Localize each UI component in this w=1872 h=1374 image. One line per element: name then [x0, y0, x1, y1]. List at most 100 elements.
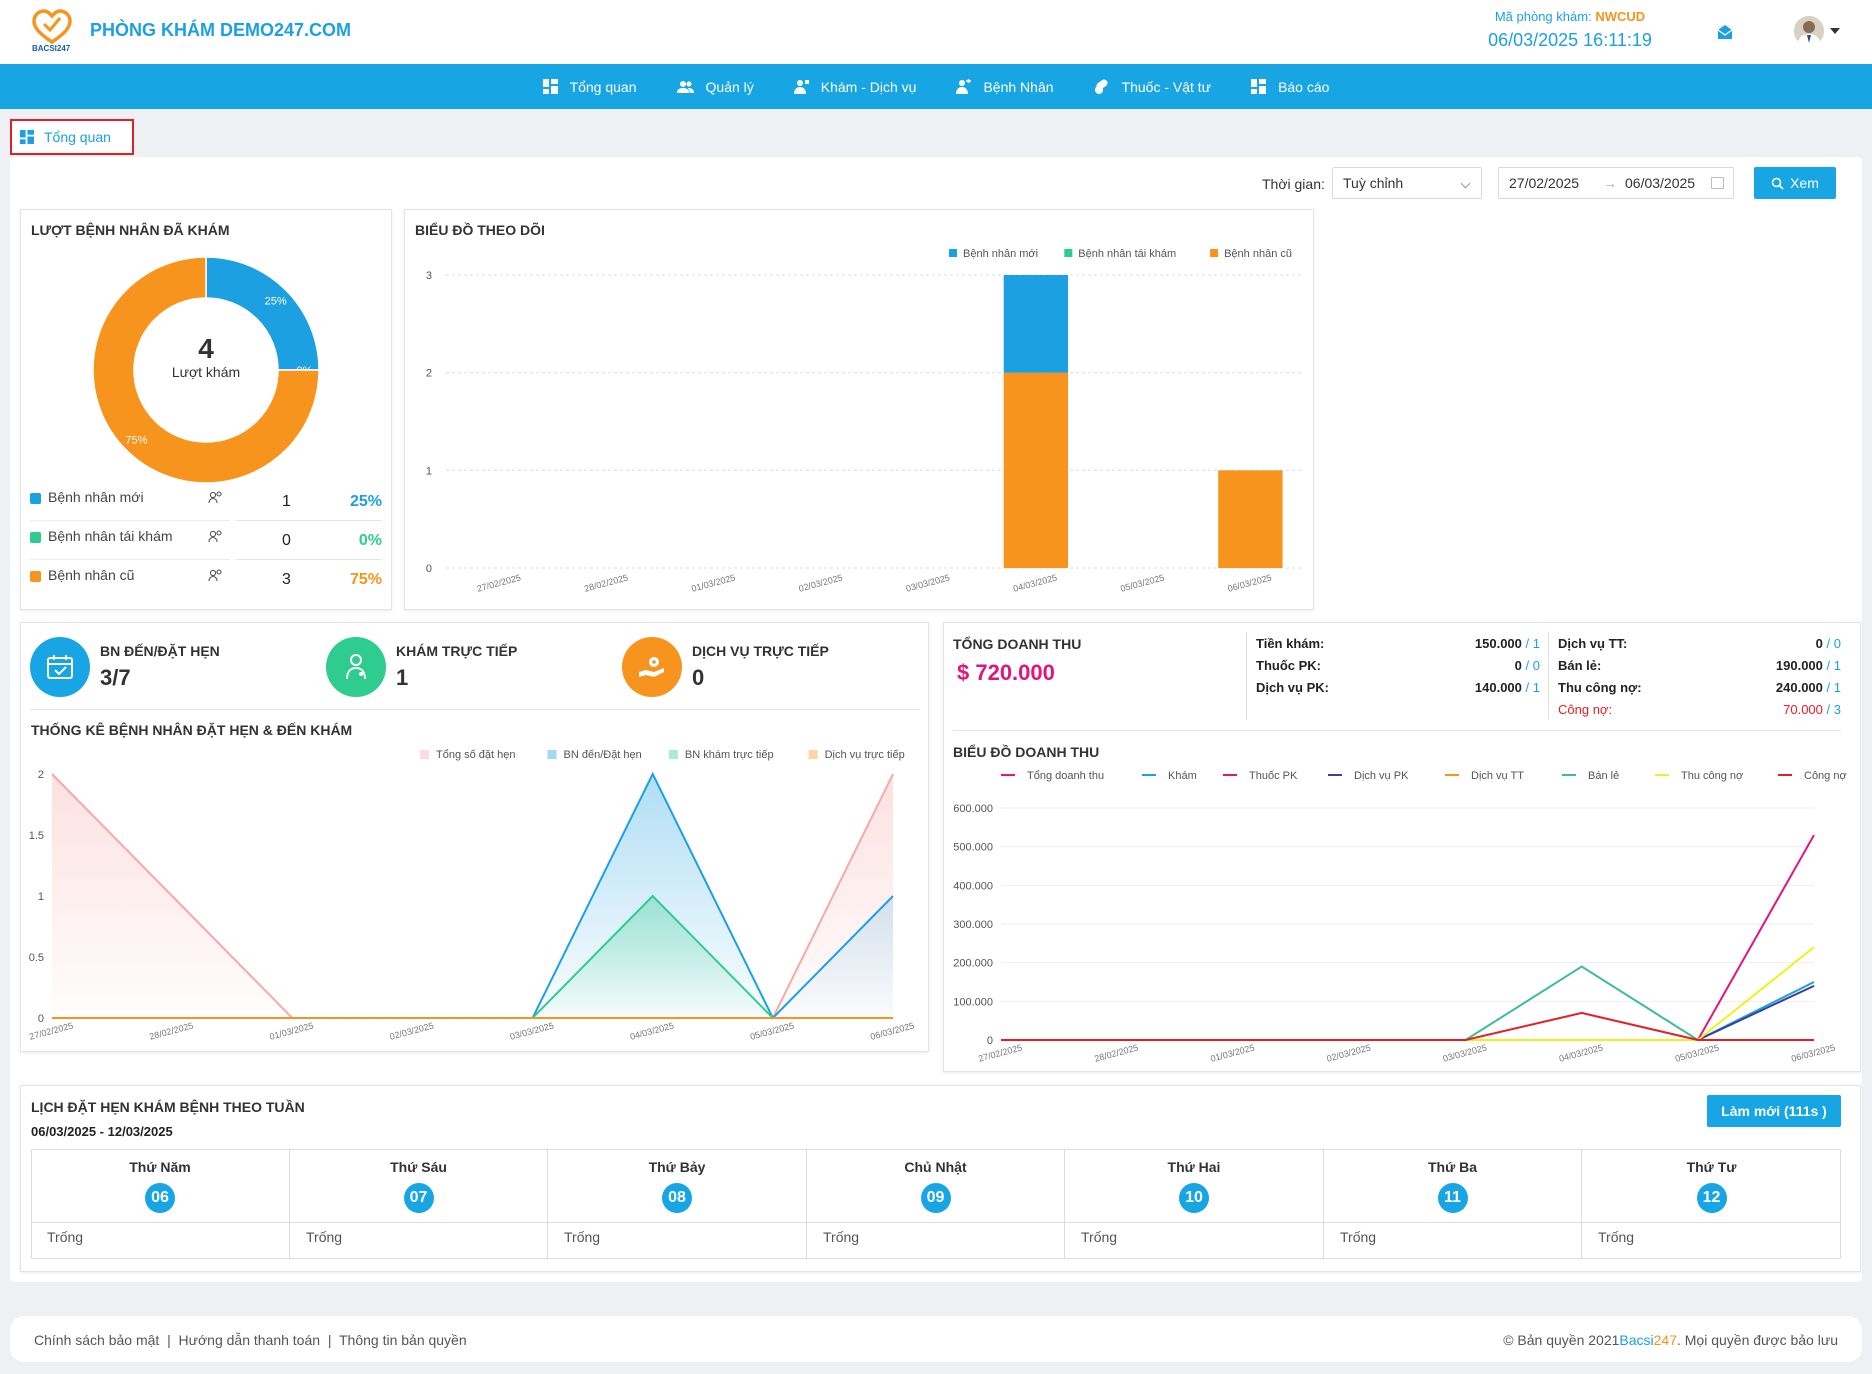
revenue-count-sep: /	[1525, 680, 1530, 695]
calendar-icon	[1711, 177, 1724, 189]
day-date-badge: 11	[1437, 1183, 1468, 1213]
x-tick-label: 04/03/2025	[1012, 572, 1058, 593]
nav-item-exam-service[interactable]: Khám - Dịch vụ	[774, 64, 937, 109]
visits-row-old: Bệnh nhân cũ 3 75%	[30, 561, 382, 599]
schedule-card	[20, 1085, 1861, 1272]
visits-total-label: Lượt khám	[171, 364, 241, 380]
view-button-label: Xem	[1790, 175, 1819, 191]
nav-item-overview[interactable]: Tổng quan	[523, 64, 657, 109]
day-date-badge: 09	[920, 1183, 951, 1213]
time-mode-select[interactable]: Tuỳ chỉnh	[1332, 167, 1482, 199]
y-tick-label: 300.000	[953, 919, 993, 931]
schedule-day[interactable]: Thứ Sáu 07 Trống	[290, 1149, 548, 1259]
visits-donut-chart: 25%0%75%	[92, 256, 320, 484]
view-button[interactable]: Xem	[1754, 167, 1836, 199]
visits-row-count: 3	[282, 571, 291, 588]
legend-label: BN khám trực tiếp	[685, 749, 774, 761]
visits-title: LƯỢT BỆNH NHÂN ĐÃ KHÁM	[31, 222, 230, 238]
legend-label: Tổng doanh thu	[1027, 770, 1104, 782]
users-icon[interactable]	[208, 530, 223, 543]
nav-item-reports[interactable]: Báo cáo	[1231, 64, 1349, 109]
date-to[interactable]: 06/03/2025	[1625, 175, 1696, 191]
revenue-amount: 150.000	[1474, 636, 1522, 651]
patient-icon	[956, 79, 972, 94]
refresh-button[interactable]: Làm mới (111s )	[1707, 1095, 1841, 1127]
user-menu-caret-icon[interactable]	[1830, 28, 1840, 34]
monitor-title: BIỂU ĐỒ THEO DÕI	[415, 222, 545, 238]
x-tick-label: 27/02/2025	[28, 1020, 74, 1041]
schedule-day[interactable]: Chủ Nhật 09 Trống	[807, 1149, 1065, 1259]
schedule-title: LỊCH ĐẶT HẸN KHÁM BỆNH THEO TUẦN	[31, 1099, 305, 1115]
revenue-label: Công nợ:	[1558, 702, 1613, 717]
clinic-name[interactable]: PHÒNG KHÁM DEMO247.COM	[90, 20, 352, 40]
nav-item-manage[interactable]: Quản lý	[657, 64, 774, 109]
legend-label: Dịch vụ trực tiếp	[825, 749, 905, 761]
legend-label: Bệnh nhân cũ	[1224, 248, 1292, 260]
copyright-suffix: . Mọi quyền được bảo lưu	[1676, 1332, 1838, 1348]
series-line	[1001, 981, 1815, 1041]
x-tick-label: 06/03/2025	[1227, 572, 1273, 593]
user-avatar[interactable]	[1794, 16, 1824, 46]
revenue-count: 1	[1532, 680, 1540, 695]
breadcrumb[interactable]: Tổng quan	[10, 119, 134, 155]
schedule-day[interactable]: Thứ Hai 10 Trống	[1065, 1149, 1324, 1259]
legend-label: Dịch vụ TT	[1471, 770, 1524, 782]
legend-label: Bệnh nhân mới	[963, 248, 1038, 260]
visits-total: 4	[198, 333, 214, 364]
nav-label: Khám - Dịch vụ	[820, 78, 917, 95]
y-tick-label: 1	[426, 465, 432, 477]
day-empty-label: Trống	[823, 1229, 860, 1245]
y-tick-label: 1.5	[29, 830, 44, 842]
footer-copyright: © Bản quyền 2021Bacsi247. Mọi quyền được…	[1503, 1332, 1838, 1348]
revenue-count-sep: /	[1826, 702, 1831, 717]
date-range-picker[interactable]: 27/02/2025 → 06/03/2025	[1498, 167, 1734, 199]
users-icon	[676, 81, 694, 93]
x-tick-label: 05/03/2025	[1674, 1042, 1720, 1063]
x-tick-label: 28/02/2025	[583, 572, 629, 593]
visits-row-label: Bệnh nhân mới	[48, 489, 144, 505]
legend-label: Thuốc PK	[1249, 770, 1298, 782]
x-tick-label: 27/02/2025	[977, 1042, 1023, 1063]
x-tick-label: 01/03/2025	[690, 572, 736, 593]
service-hand-icon	[639, 657, 664, 677]
revenue-amount: 70.000	[1783, 702, 1823, 717]
clinic-logo[interactable]	[30, 8, 74, 56]
legend-swatch	[949, 249, 957, 257]
legend-label: BN đến/Đặt hẹn	[564, 749, 642, 761]
x-tick-label: 01/03/2025	[1209, 1042, 1255, 1063]
footer-links[interactable]: Chính sách bảo mật | Hướng dẫn thanh toá…	[34, 1332, 467, 1348]
stat-label: DỊCH VỤ TRỰC TIẾP	[692, 643, 829, 659]
schedule-day[interactable]: Thứ Ba 11 Trống	[1324, 1149, 1582, 1259]
current-datetime: 06/03/2025 16:11:19	[1488, 30, 1652, 50]
revenue-value: 190.000 / 1	[1776, 658, 1841, 673]
vertical-divider	[1548, 632, 1549, 720]
revenue-label: Dịch vụ PK:	[1256, 680, 1329, 695]
schedule-day[interactable]: Thứ Năm 06 Trống	[31, 1149, 290, 1259]
donut-slice	[205, 256, 320, 371]
revenue-count: 0	[1532, 658, 1540, 673]
brand-name-a: Bacsi	[1619, 1332, 1654, 1348]
users-icon[interactable]	[208, 569, 223, 582]
y-tick-label: 0	[38, 1013, 44, 1025]
schedule-day[interactable]: Thứ Tư 12 Trống	[1582, 1149, 1841, 1259]
schedule-day[interactable]: Thứ Bảy 08 Trống	[548, 1149, 807, 1259]
revenue-value: 0 / 0	[1816, 636, 1841, 651]
appointments-area-chart: 0 0.5 1 1.5 2 27/02/2025 28/02/2025 01/03/2025 0…	[28, 749, 915, 1042]
revenue-label: Dịch vụ TT:	[1558, 636, 1628, 651]
day-empty-label: Trống	[47, 1229, 84, 1245]
divider	[30, 559, 230, 560]
x-tick-label: 28/02/2025	[148, 1020, 194, 1041]
clinic-code-value: NWCUD	[1595, 9, 1646, 24]
legend-swatch	[420, 750, 429, 759]
date-from[interactable]: 27/02/2025	[1509, 175, 1580, 191]
users-icon[interactable]	[208, 491, 223, 504]
nav-label: Quản lý	[705, 78, 754, 95]
nav-item-patients[interactable]: Bệnh Nhân	[936, 64, 1073, 109]
mail-icon[interactable]	[1717, 24, 1733, 40]
clinic-code: Mã phòng khám: NWCUD	[1440, 9, 1700, 24]
x-tick-label: 06/03/2025	[869, 1020, 915, 1041]
revenue-exam: Tiền khám: 150.000 / 1	[1256, 636, 1540, 651]
legend-label: Bán lẻ	[1588, 770, 1619, 782]
legend-swatch	[1064, 249, 1073, 257]
nav-item-medicine[interactable]: Thuốc - Vật tư	[1074, 64, 1232, 109]
